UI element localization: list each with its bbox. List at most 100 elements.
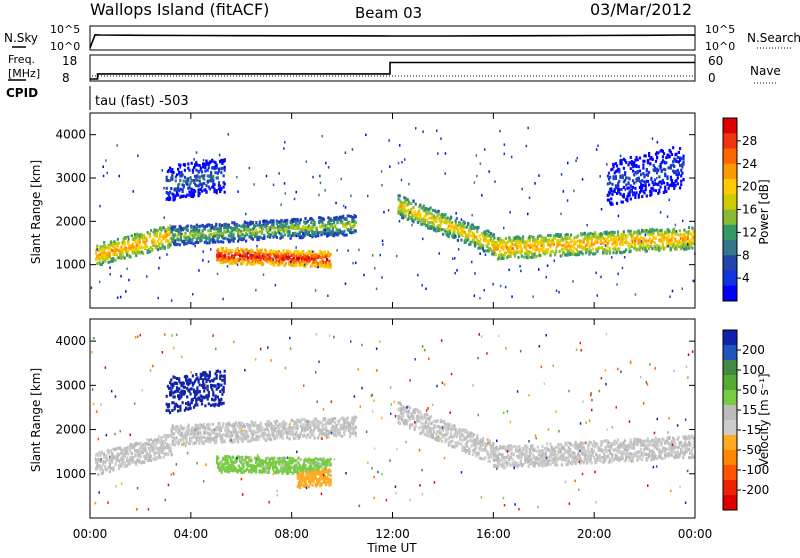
freq-tick-top: 18 bbox=[62, 54, 77, 68]
range-cell bbox=[625, 238, 627, 241]
range-cell bbox=[291, 419, 293, 422]
range-cell bbox=[330, 253, 332, 256]
range-cell bbox=[221, 167, 223, 170]
range-cell bbox=[278, 172, 280, 175]
range-cell bbox=[223, 440, 225, 443]
range-cell bbox=[187, 177, 189, 180]
range-cell bbox=[548, 239, 550, 242]
range-cell bbox=[609, 176, 611, 179]
range-cell bbox=[351, 220, 353, 223]
range-cell bbox=[648, 247, 650, 250]
range-cell bbox=[427, 221, 429, 224]
range-cell bbox=[570, 234, 572, 237]
range-cell bbox=[199, 192, 201, 195]
range-cell bbox=[126, 456, 128, 459]
range-cell bbox=[509, 211, 511, 214]
range-cell bbox=[172, 193, 174, 196]
range-cell bbox=[674, 184, 676, 187]
range-cell bbox=[463, 224, 465, 227]
range-cell bbox=[577, 157, 579, 160]
range-cell bbox=[309, 421, 311, 424]
range-cell bbox=[160, 437, 162, 440]
range-cell bbox=[652, 232, 654, 235]
range-cell bbox=[355, 434, 357, 437]
range-cell bbox=[630, 185, 632, 188]
range-cell bbox=[142, 451, 144, 454]
range-cell bbox=[665, 156, 667, 159]
range-cell bbox=[171, 429, 173, 432]
range-cell bbox=[246, 430, 248, 433]
range-cell bbox=[609, 192, 611, 195]
range-cell bbox=[344, 429, 346, 432]
range-cell bbox=[636, 181, 638, 184]
range-cell bbox=[135, 254, 137, 257]
range-cell bbox=[262, 227, 264, 230]
range-cell bbox=[536, 255, 538, 258]
range-cell bbox=[410, 208, 412, 211]
range-cell bbox=[616, 283, 618, 286]
range-cell bbox=[596, 241, 598, 244]
range-cell bbox=[144, 457, 146, 460]
range-cell bbox=[237, 264, 239, 267]
range-cell bbox=[314, 231, 316, 234]
range-cell bbox=[179, 232, 181, 235]
range-cell bbox=[140, 245, 142, 248]
range-cell bbox=[224, 469, 226, 472]
range-cell bbox=[663, 239, 665, 242]
range-cell bbox=[323, 218, 325, 221]
range-cell bbox=[436, 130, 438, 133]
range-cell bbox=[682, 157, 684, 160]
range-cell bbox=[305, 262, 307, 265]
range-cell bbox=[657, 152, 659, 155]
range-cell bbox=[238, 238, 240, 241]
range-cell bbox=[229, 235, 231, 238]
range-cell bbox=[245, 240, 247, 243]
range-cell bbox=[307, 220, 309, 223]
range-cell bbox=[328, 166, 330, 169]
range-cell bbox=[162, 245, 164, 248]
range-cell bbox=[645, 234, 647, 237]
range-cell bbox=[565, 245, 567, 248]
range-cell bbox=[643, 160, 645, 163]
range-cell bbox=[632, 170, 634, 173]
range-cell bbox=[286, 222, 288, 225]
nsearch-tick-top: 10^5 bbox=[705, 23, 735, 36]
range-cell bbox=[99, 464, 101, 467]
range-cell bbox=[199, 427, 201, 430]
range-cell bbox=[435, 220, 437, 223]
range-cell bbox=[120, 246, 122, 249]
range-cell bbox=[223, 174, 225, 177]
range-cell bbox=[517, 256, 519, 259]
range-cell bbox=[650, 178, 652, 181]
range-cell bbox=[635, 164, 637, 167]
range-cell bbox=[278, 427, 280, 430]
range-cell bbox=[244, 235, 246, 238]
range-cell bbox=[611, 231, 613, 234]
range-cell bbox=[150, 229, 152, 232]
range-cell bbox=[236, 432, 238, 435]
range-cell bbox=[184, 163, 186, 166]
range-cell bbox=[119, 250, 121, 253]
range-cell bbox=[491, 253, 493, 256]
range-cell bbox=[306, 160, 308, 163]
range-cell bbox=[298, 227, 300, 230]
range-cell bbox=[677, 182, 679, 185]
range-cell bbox=[561, 248, 563, 251]
range-cell bbox=[629, 161, 631, 164]
range-cell bbox=[203, 440, 205, 443]
range-cell bbox=[666, 183, 668, 186]
range-cell bbox=[534, 182, 536, 185]
range-cell bbox=[279, 232, 281, 235]
range-cell bbox=[573, 190, 575, 193]
range-cell bbox=[411, 224, 413, 227]
range-cell bbox=[428, 211, 430, 214]
range-cell bbox=[103, 456, 105, 459]
range-cell bbox=[678, 234, 680, 237]
range-cell bbox=[213, 190, 215, 193]
range-cell bbox=[447, 216, 449, 219]
range-cell bbox=[532, 295, 534, 298]
range-cell bbox=[232, 234, 234, 237]
range-cell bbox=[594, 240, 596, 243]
range-cell bbox=[240, 230, 242, 233]
range-cell bbox=[179, 243, 181, 246]
